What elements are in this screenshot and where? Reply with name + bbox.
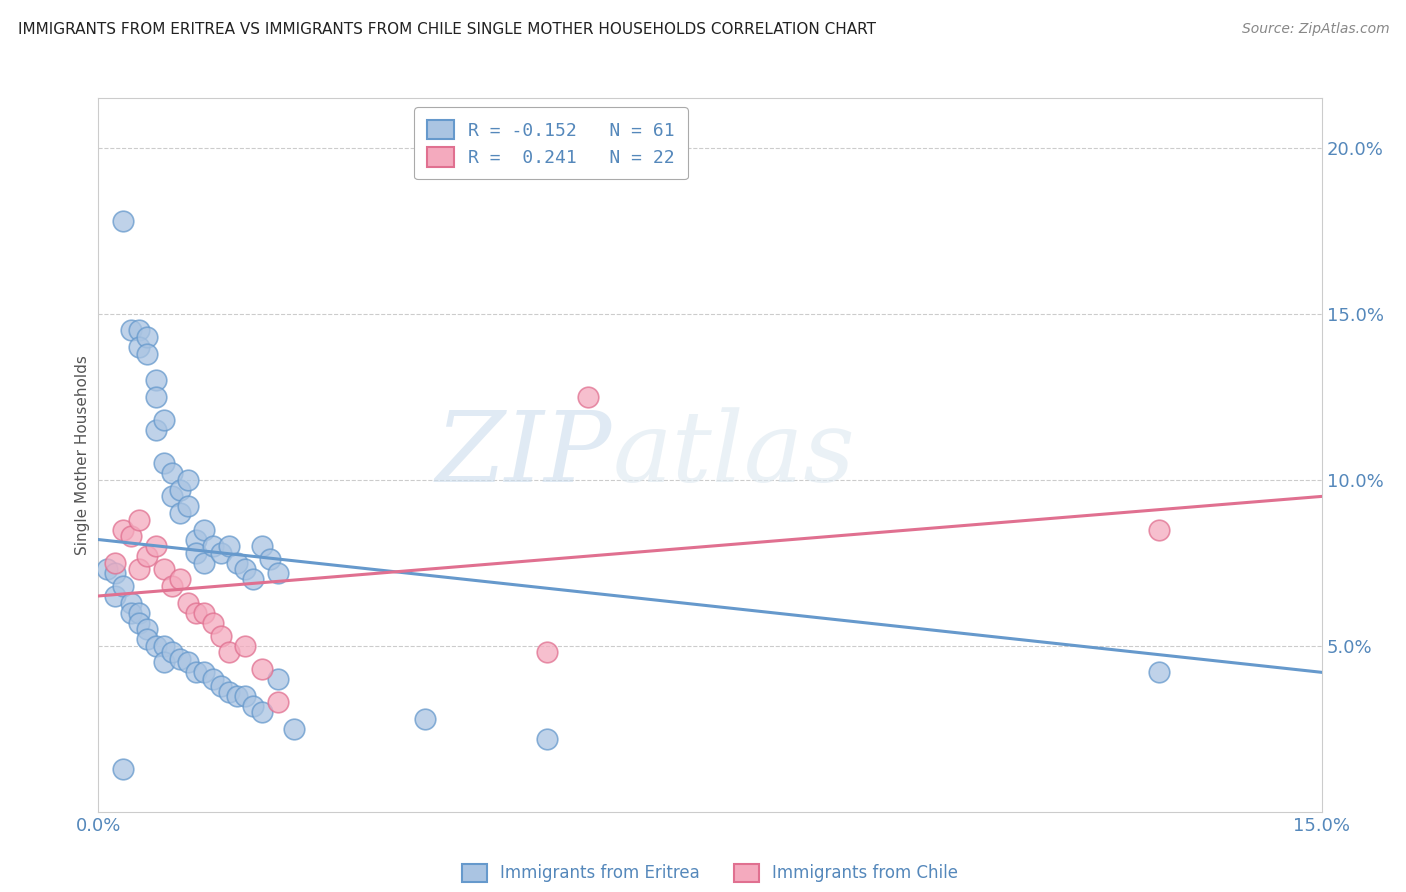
Text: Source: ZipAtlas.com: Source: ZipAtlas.com bbox=[1241, 22, 1389, 37]
Text: atlas: atlas bbox=[612, 408, 855, 502]
Point bbox=[128, 513, 150, 527]
Point bbox=[250, 662, 273, 676]
Point bbox=[250, 539, 273, 553]
Point bbox=[218, 685, 240, 699]
Point bbox=[226, 689, 249, 703]
Point bbox=[218, 539, 240, 553]
Point bbox=[233, 639, 256, 653]
Point bbox=[169, 506, 191, 520]
Point bbox=[259, 552, 281, 566]
Point bbox=[536, 731, 558, 746]
Point bbox=[104, 566, 127, 580]
Point bbox=[145, 390, 167, 404]
Point bbox=[169, 483, 191, 497]
Point bbox=[193, 556, 215, 570]
Point bbox=[96, 562, 118, 576]
Point bbox=[250, 705, 273, 719]
Point bbox=[1147, 523, 1170, 537]
Point bbox=[111, 762, 134, 776]
Point bbox=[104, 556, 127, 570]
Point bbox=[111, 523, 134, 537]
Point bbox=[177, 500, 200, 514]
Point bbox=[209, 546, 232, 560]
Point bbox=[201, 672, 224, 686]
Point bbox=[145, 639, 167, 653]
Point bbox=[128, 615, 150, 630]
Point bbox=[160, 579, 183, 593]
Point bbox=[1147, 665, 1170, 680]
Point bbox=[209, 629, 232, 643]
Point bbox=[136, 632, 159, 647]
Point bbox=[169, 573, 191, 587]
Point bbox=[111, 579, 134, 593]
Point bbox=[218, 645, 240, 659]
Point bbox=[233, 689, 256, 703]
Text: IMMIGRANTS FROM ERITREA VS IMMIGRANTS FROM CHILE SINGLE MOTHER HOUSEHOLDS CORREL: IMMIGRANTS FROM ERITREA VS IMMIGRANTS FR… bbox=[18, 22, 876, 37]
Point bbox=[242, 573, 264, 587]
Point bbox=[186, 546, 208, 560]
Point bbox=[193, 665, 215, 680]
Point bbox=[111, 214, 134, 228]
Point bbox=[169, 652, 191, 666]
Point bbox=[152, 413, 174, 427]
Point bbox=[120, 596, 142, 610]
Point bbox=[186, 606, 208, 620]
Point bbox=[209, 679, 232, 693]
Point bbox=[120, 606, 142, 620]
Point bbox=[120, 529, 142, 543]
Point bbox=[413, 712, 436, 726]
Point bbox=[242, 698, 264, 713]
Point bbox=[152, 456, 174, 470]
Point bbox=[136, 330, 159, 344]
Point bbox=[152, 639, 174, 653]
Point bbox=[226, 556, 249, 570]
Point bbox=[193, 523, 215, 537]
Point bbox=[128, 606, 150, 620]
Text: ZIP: ZIP bbox=[436, 408, 612, 502]
Point bbox=[233, 562, 256, 576]
Point bbox=[201, 539, 224, 553]
Point bbox=[145, 423, 167, 437]
Point bbox=[160, 466, 183, 480]
Legend: Immigrants from Eritrea, Immigrants from Chile: Immigrants from Eritrea, Immigrants from… bbox=[456, 857, 965, 889]
Point bbox=[186, 665, 208, 680]
Point bbox=[177, 656, 200, 670]
Point bbox=[136, 347, 159, 361]
Point bbox=[136, 549, 159, 563]
Point bbox=[145, 539, 167, 553]
Point bbox=[160, 645, 183, 659]
Point bbox=[160, 490, 183, 504]
Point bbox=[177, 596, 200, 610]
Point bbox=[177, 473, 200, 487]
Point bbox=[104, 589, 127, 603]
Point bbox=[201, 615, 224, 630]
Point bbox=[193, 606, 215, 620]
Point bbox=[283, 722, 305, 736]
Point bbox=[267, 566, 290, 580]
Point bbox=[128, 323, 150, 337]
Point bbox=[576, 390, 599, 404]
Point bbox=[267, 672, 290, 686]
Point bbox=[186, 533, 208, 547]
Y-axis label: Single Mother Households: Single Mother Households bbox=[75, 355, 90, 555]
Point bbox=[536, 645, 558, 659]
Point bbox=[128, 340, 150, 354]
Point bbox=[136, 622, 159, 636]
Point bbox=[120, 323, 142, 337]
Point bbox=[267, 695, 290, 709]
Point bbox=[145, 373, 167, 387]
Point bbox=[152, 562, 174, 576]
Point bbox=[152, 656, 174, 670]
Point bbox=[128, 562, 150, 576]
